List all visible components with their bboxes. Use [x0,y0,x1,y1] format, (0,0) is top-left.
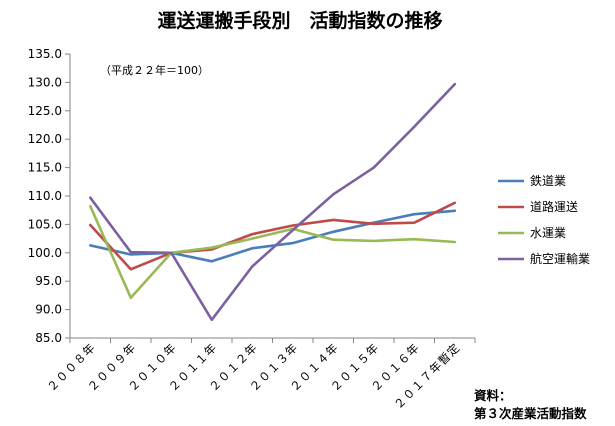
y-tick-label: 125.0 [28,104,62,118]
series-line-1 [89,209,457,263]
series-line-2 [89,201,457,271]
series-lines [89,82,457,322]
y-tick-label: 130.0 [28,75,62,89]
series-line-4 [89,82,457,322]
y-tick-label: 105.0 [28,217,62,231]
y-tick-label: 90.0 [35,303,62,317]
y-tick-label: 85.0 [35,331,62,345]
source-name: 第３次産業活動指数 [474,406,587,421]
chart-note: （平成２２年＝100） [100,63,209,77]
legend-label-4: 航空運輸業 [530,251,590,266]
source-label: 資料： [474,388,512,403]
legend-label-1: 鉄道業 [530,173,566,188]
y-tick-label: 115.0 [28,161,62,175]
y-tick-label: 95.0 [35,274,62,288]
y-tick-label: 135.0 [28,47,62,61]
y-tick-label: 120.0 [28,132,62,146]
y-axis-ticks: 85.0 90.0 95.0 100.0 105.0 110.0 115.0 120.0 125… [28,47,70,345]
chart-title: 運送運搬手段別 活動指数の推移 [157,9,442,32]
y-tick-label: 110.0 [28,189,62,203]
series-line-3 [89,204,457,300]
legend-label-2: 道路運送 [530,199,578,214]
x-axis-ticks: ２００８年２００９年２０１０年２０１１年２０１２年２０１３年２０１４年２０１５年… [44,338,476,412]
legend-label-3: 水運業 [530,226,566,240]
y-tick-label: 100.0 [28,246,62,260]
